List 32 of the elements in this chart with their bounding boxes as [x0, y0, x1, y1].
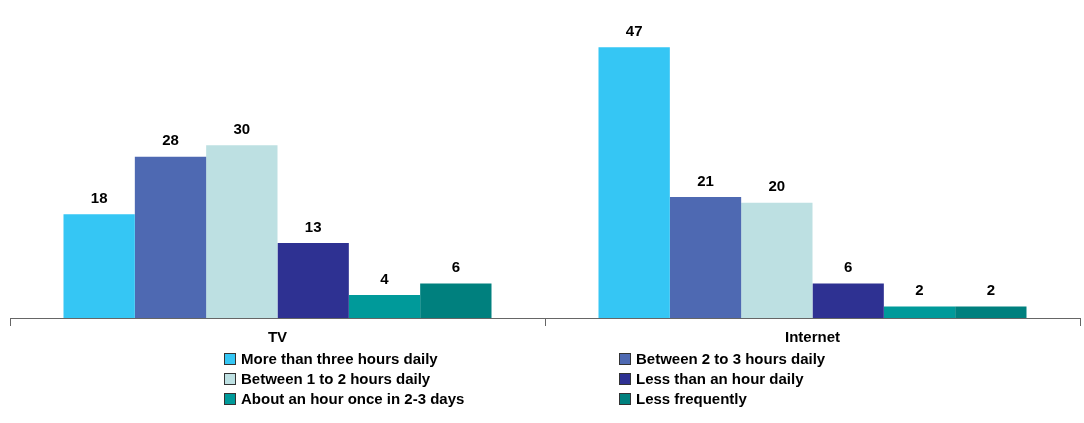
legend-label: More than three hours daily: [241, 350, 438, 367]
bar: [206, 145, 278, 318]
data-label: 18: [90, 188, 108, 206]
bar: [63, 214, 135, 318]
data-label: 20: [768, 177, 786, 195]
x-tick-label: Internet: [784, 328, 841, 346]
data-label: 2: [915, 281, 924, 299]
bar: [598, 47, 670, 318]
data-label: 6: [843, 258, 853, 276]
bar: [955, 306, 1027, 318]
bar: [348, 294, 421, 318]
data-label: 2: [986, 281, 996, 299]
bar: [741, 202, 813, 318]
bar: [277, 243, 349, 318]
legend-label: About an hour once in 2-3 days: [241, 390, 465, 407]
data-label: 13: [304, 217, 322, 235]
data-label: 28: [162, 131, 179, 149]
legend-label: Between 2 to 3 hours daily: [636, 350, 826, 367]
bar: [134, 156, 207, 318]
legend-label: Less frequently: [636, 390, 747, 407]
bar: [812, 283, 884, 318]
x-tick-label: TV: [267, 328, 288, 346]
data-label: 30: [233, 119, 251, 137]
bar: [669, 197, 742, 318]
data-label: 21: [697, 171, 714, 189]
legend-label: Less than an hour daily: [636, 370, 804, 387]
data-label: 4: [380, 269, 390, 287]
bar: [420, 283, 492, 318]
data-label: 47: [625, 21, 643, 39]
data-label: 6: [451, 258, 461, 276]
legend-label: Between 1 to 2 hours daily: [241, 370, 431, 387]
bar: [883, 306, 956, 318]
